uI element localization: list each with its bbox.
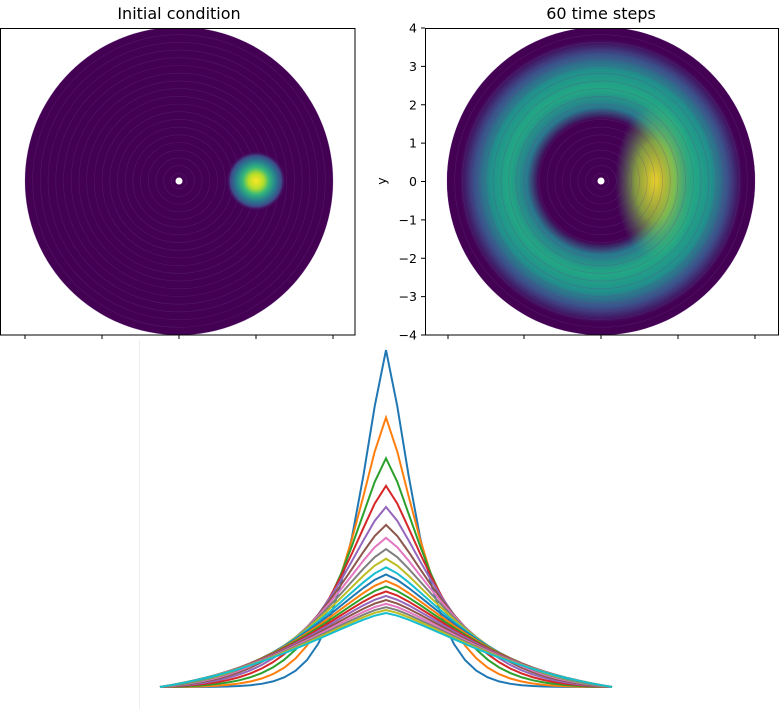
mesh-ring	[24, 28, 334, 335]
mesh-ring	[577, 157, 625, 205]
panel-title-right: 60 time steps	[546, 4, 656, 23]
y-tick-label: 1	[409, 136, 417, 151]
y-axis-label: y	[374, 177, 389, 185]
mesh-ring	[55, 57, 303, 305]
mesh-ring	[485, 65, 717, 297]
mesh-ring	[539, 119, 663, 243]
mesh-ring	[63, 65, 295, 297]
mesh-ring	[477, 57, 725, 305]
y-tick-label: −4	[399, 328, 417, 343]
mesh-ring	[446, 28, 756, 335]
mesh-ring	[171, 173, 188, 190]
mesh-ring	[592, 173, 609, 190]
profile-series-line	[159, 536, 613, 688]
mesh-ring	[163, 165, 195, 197]
heat-blob	[226, 151, 286, 211]
y-tick-label: −1	[399, 212, 417, 227]
mesh-ring	[585, 165, 617, 197]
y-ticks-right: 4 3 2 1 0 −1 −2 −3 −4	[399, 21, 756, 343]
mesh-ring	[40, 42, 318, 320]
profile-series-line	[159, 505, 613, 688]
mesh-ring	[531, 111, 671, 251]
profile-series-line	[159, 557, 613, 688]
ticks-left	[24, 335, 334, 339]
initial-condition-panel: Initial condition	[0, 4, 356, 339]
y-tick-label: 0	[409, 174, 417, 189]
y-tick-label: −2	[399, 251, 417, 266]
mesh-ring	[569, 149, 633, 213]
mesh-ring	[47, 49, 311, 313]
panel-title-left: Initial condition	[117, 4, 240, 23]
heat-crescent	[615, 103, 695, 259]
mesh-ring	[515, 96, 686, 266]
mesh-ring	[508, 88, 694, 274]
mesh-ring	[492, 72, 710, 290]
profile-series-line	[159, 484, 613, 688]
profile-series-line	[159, 414, 613, 688]
mesh-ring	[454, 34, 748, 328]
axes-frame-left	[0, 28, 356, 336]
mesh-ring	[469, 49, 733, 313]
mesh-ring	[554, 134, 648, 228]
y-tick-label: 3	[409, 59, 417, 74]
mesh-ring	[132, 134, 226, 228]
time-steps-panel: 60 time steps y 4 3 2 1 0 −1 −2 −3 −4	[374, 4, 779, 343]
profile-series-line	[159, 349, 613, 688]
mesh-ring	[500, 80, 702, 282]
y-tick-label: 2	[409, 97, 417, 112]
mesh-ring	[32, 34, 326, 328]
mesh-ring	[147, 149, 211, 213]
y-tick-label: −3	[399, 289, 417, 304]
mesh-ring	[462, 42, 740, 320]
profile-series-line	[159, 455, 613, 688]
center-hole-right	[597, 177, 605, 185]
profile-series-line	[159, 547, 613, 688]
profile-series-line	[159, 566, 613, 688]
mesh-ring	[523, 103, 679, 259]
mesh-ring	[546, 126, 656, 236]
mesh-ring	[70, 72, 288, 290]
profile-line-plot	[139, 340, 613, 709]
y-tick-label: 4	[409, 21, 417, 36]
center-hole-left	[175, 177, 183, 185]
profile-series-line	[159, 611, 613, 688]
profile-series-line	[159, 523, 613, 688]
mesh-ring	[562, 142, 640, 220]
mesh-ring	[155, 157, 203, 205]
mesh-rings-right	[446, 28, 756, 335]
mesh-ring	[140, 142, 218, 220]
mesh-rings-left	[24, 28, 334, 335]
